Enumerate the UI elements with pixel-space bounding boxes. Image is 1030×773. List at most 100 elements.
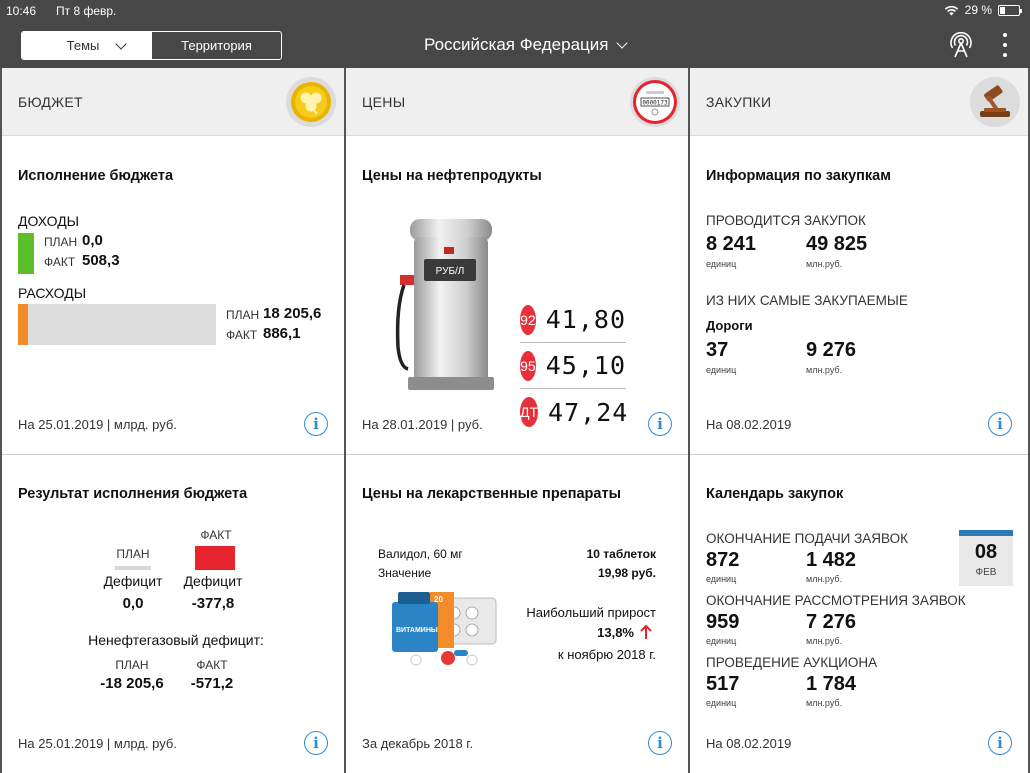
- drug-value: 19,98 руб.: [598, 566, 656, 580]
- fact-label: ФАКТ: [200, 528, 232, 542]
- popular-sum: 9 276: [806, 339, 857, 361]
- row-sum-unit: млн.руб.: [806, 698, 843, 708]
- tab-territory-label: Территория: [181, 38, 252, 53]
- gavel-icon: [970, 77, 1020, 127]
- ongoing-sum: 49 825: [806, 233, 868, 255]
- row-count-unit: единиц: [706, 574, 737, 584]
- prices-header[interactable]: ЦЕНЫ 0000173: [346, 68, 688, 136]
- plan-deficit-label: Дефицит: [103, 573, 163, 589]
- broadcast-antenna-icon[interactable]: [948, 32, 974, 58]
- drug-prices-card: Цены на лекарственные препараты Валидол,…: [346, 454, 688, 773]
- clover-coin-icon: [286, 77, 336, 127]
- region-label: Российская Федерация: [424, 35, 609, 54]
- growth-label: Наибольший прирост: [526, 605, 656, 620]
- procurement-info-card: Информация по закупкам ПРОВОДИТСЯ ЗАКУПО…: [690, 137, 1028, 454]
- popular-count-unit: единиц: [706, 365, 737, 375]
- status-bar: 10:46 Пт 8 февр. 29 %: [0, 0, 1030, 22]
- region-selector[interactable]: Российская Федерация: [424, 35, 629, 55]
- card-title: Цены на нефтепродукты: [362, 168, 542, 184]
- income-fact-label: ФАКТ: [44, 255, 76, 269]
- plan-deficit-value: 0,0: [122, 595, 144, 612]
- row-count-unit: единиц: [706, 698, 737, 708]
- card-footer: На 08.02.2019: [706, 736, 792, 751]
- medicine-box-icon: [392, 592, 497, 666]
- popular-sum-unit: млн.руб.: [806, 365, 843, 375]
- ongoing-label: ПРОВОДИТСЯ ЗАКУПОК: [706, 213, 866, 228]
- wifi-icon: [944, 5, 958, 15]
- info-icon[interactable]: i: [648, 412, 672, 436]
- info-icon[interactable]: i: [988, 731, 1012, 755]
- fuel-grade-badge: 92: [520, 304, 536, 335]
- income-fact-value: 508,3: [82, 252, 120, 269]
- nonoil-fact-label: ФАКТ: [196, 658, 228, 672]
- ongoing-count: 8 241: [706, 233, 757, 255]
- popular-label: ИЗ НИХ САМЫЕ ЗАКУПАЕМЫЕ: [706, 293, 908, 308]
- procurement-calendar-card: Календарь закупок 08 ФЕВ ОКОНЧАНИЕ ПОДАЧ…: [690, 454, 1028, 773]
- income-plan-label: ПЛАН: [44, 235, 78, 249]
- box-label: ВИТАМИНЫ: [396, 627, 438, 634]
- prices-header-title: ЦЕНЫ: [362, 94, 406, 110]
- row-sum: 1 482: [806, 549, 857, 571]
- row-label: ОКОНЧАНИЕ ПОДАЧИ ЗАЯВОК: [706, 531, 908, 546]
- fact-deficit-value: -377,8: [191, 595, 235, 612]
- fuel-grade-badge: ДТ: [520, 397, 539, 427]
- row-count-unit: единиц: [706, 636, 737, 646]
- fuel-price: 41,80: [545, 305, 626, 334]
- info-icon[interactable]: i: [304, 731, 328, 755]
- expense-bar-track: [18, 304, 216, 345]
- info-icon[interactable]: i: [648, 731, 672, 755]
- meter-stamp-icon: 0000173: [630, 77, 680, 127]
- status-time: 10:46: [6, 4, 37, 18]
- row-count: 959: [706, 611, 740, 633]
- fuel-row-92: 92 41,80: [520, 297, 626, 343]
- arrow-up-icon: [640, 625, 652, 639]
- row-count: 872: [706, 549, 740, 571]
- prices-column: ЦЕНЫ 0000173 Цены на нефтепродукты: [346, 68, 688, 773]
- popular-count: 37: [706, 339, 729, 361]
- row-sum: 1 784: [806, 673, 857, 695]
- income-label: ДОХОДЫ: [18, 213, 80, 229]
- svg-text:0000173: 0000173: [642, 100, 668, 107]
- budget-result-card: Результат исполнения бюджета ФАКТ ПЛАН Д…: [2, 454, 344, 773]
- fuel-price: 47,24: [548, 397, 629, 427]
- plan-bar: [115, 566, 151, 570]
- more-menu-icon[interactable]: [998, 32, 1012, 58]
- income-bar: [18, 233, 34, 274]
- row-count: 517: [706, 673, 740, 695]
- calendar-date-badge: 08 ФЕВ: [959, 530, 1013, 586]
- row-sum-unit: млн.руб.: [806, 574, 843, 584]
- ongoing-count-unit: единиц: [706, 259, 737, 269]
- info-icon[interactable]: i: [304, 412, 328, 436]
- row-sum-unit: млн.руб.: [806, 636, 843, 646]
- fuel-row-dt: ДТ 47,24: [520, 389, 629, 435]
- fact-bar: [195, 546, 235, 570]
- procurement-header-title: ЗАКУПКИ: [706, 94, 772, 110]
- expense-fact-value: 886,1: [263, 325, 301, 342]
- fuel-grade-badge: 95: [520, 350, 536, 381]
- growth-value: 13,8%: [597, 625, 634, 640]
- fact-deficit-label: Дефицит: [183, 573, 243, 589]
- card-footer: На 25.01.2019 | млрд. руб.: [18, 736, 177, 751]
- budget-header[interactable]: БЮДЖЕТ: [2, 68, 344, 136]
- value-label: Значение: [378, 566, 432, 580]
- drug-pack: 10 таблеток: [586, 547, 656, 561]
- box-count: 20: [434, 595, 443, 604]
- mode-segmented-control: Темы Территория: [21, 31, 282, 60]
- card-footer: За декабрь 2018 г.: [362, 736, 474, 751]
- expense-fact-label: ФАКТ: [226, 328, 258, 342]
- info-icon[interactable]: i: [988, 412, 1012, 436]
- drug-name: Валидол, 60 мг: [378, 547, 463, 561]
- battery-icon: [998, 4, 1022, 16]
- budget-execution-card: Исполнение бюджета ДОХОДЫ ПЛАН 0,0 ФАКТ …: [2, 137, 344, 454]
- popular-category: Дороги: [706, 318, 753, 333]
- status-date: Пт 8 февр.: [56, 4, 117, 18]
- procurement-header[interactable]: ЗАКУПКИ: [690, 68, 1028, 136]
- tab-topics[interactable]: Темы: [22, 32, 152, 59]
- fuel-prices-card: Цены на нефтепродукты РУБ/Л 92 41,80: [346, 137, 688, 454]
- tab-territory[interactable]: Территория: [152, 32, 281, 59]
- tab-topics-label: Темы: [66, 38, 100, 53]
- budget-column: БЮДЖЕТ Исполнение бюджета ДОХОДЫ ПЛАН 0,…: [2, 68, 344, 773]
- fuel-row-95: 95 45,10: [520, 343, 626, 389]
- fuel-pump-icon: [395, 219, 494, 390]
- fuel-price: 45,10: [545, 351, 626, 380]
